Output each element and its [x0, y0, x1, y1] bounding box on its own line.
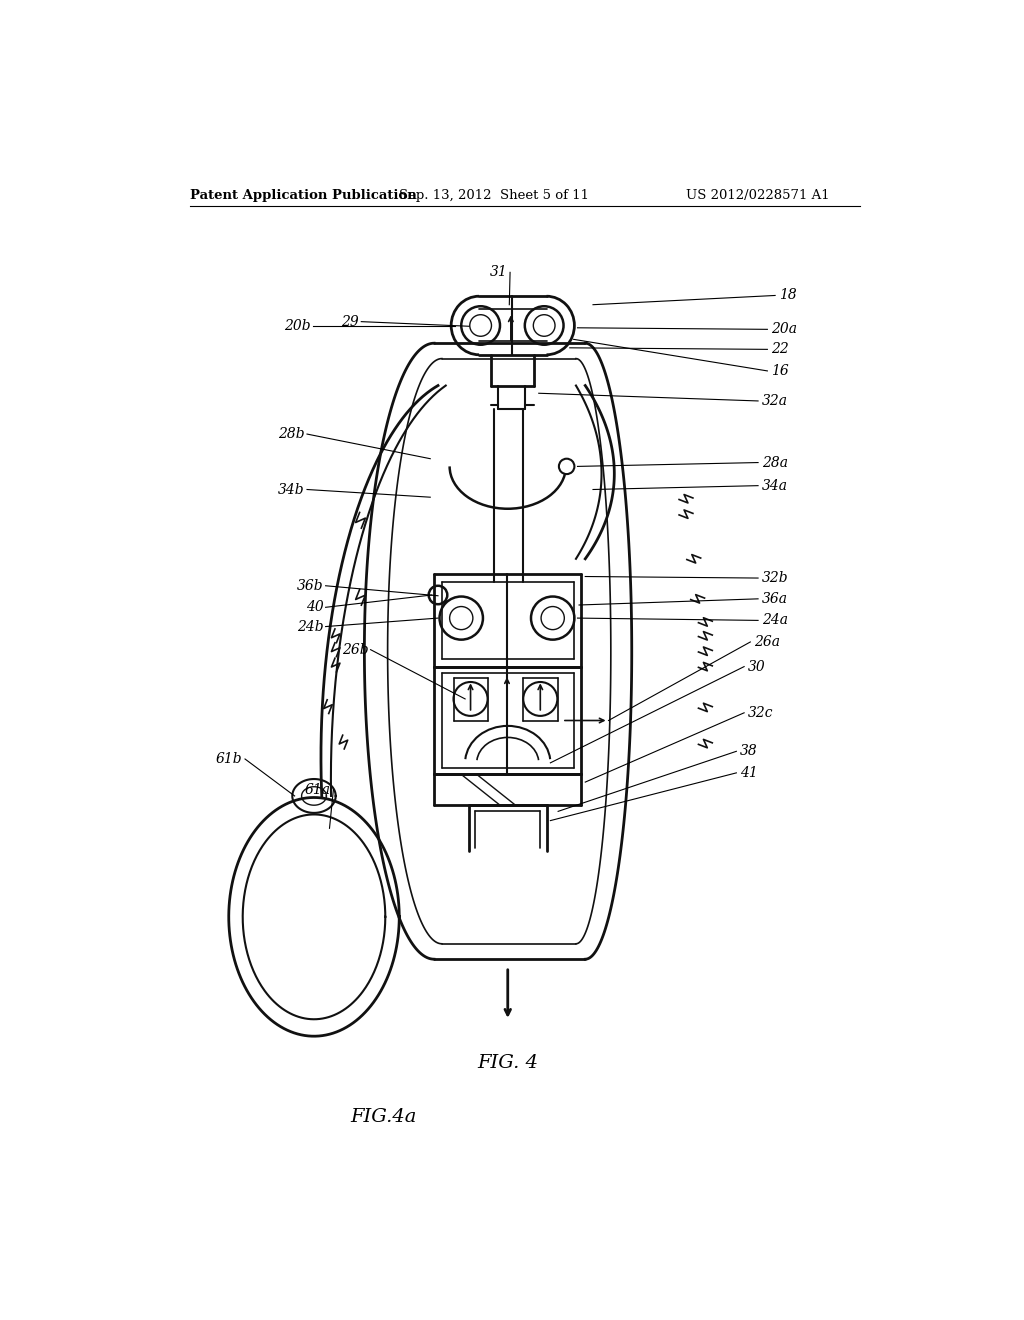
Text: 31: 31: [490, 265, 508, 280]
Text: 38: 38: [740, 744, 758, 758]
Text: 32c: 32c: [748, 706, 773, 719]
Text: 20b: 20b: [285, 319, 311, 333]
Text: 29: 29: [341, 314, 359, 329]
Text: 61b: 61b: [216, 752, 243, 766]
Text: 34b: 34b: [279, 483, 305, 496]
Text: 26a: 26a: [755, 635, 780, 649]
Text: 34a: 34a: [762, 479, 787, 492]
Text: US 2012/0228571 A1: US 2012/0228571 A1: [686, 189, 829, 202]
Text: 24b: 24b: [297, 619, 324, 634]
Text: 22: 22: [771, 342, 790, 356]
Text: 30: 30: [748, 660, 766, 673]
Text: 40: 40: [305, 601, 324, 614]
Text: 41: 41: [740, 766, 758, 780]
Text: Sep. 13, 2012  Sheet 5 of 11: Sep. 13, 2012 Sheet 5 of 11: [399, 189, 589, 202]
Text: 20a: 20a: [771, 322, 798, 337]
Text: 18: 18: [779, 289, 797, 302]
Text: 61a: 61a: [305, 783, 331, 797]
Text: 24a: 24a: [762, 614, 787, 627]
Circle shape: [429, 586, 447, 605]
Text: FIG. 4: FIG. 4: [477, 1055, 539, 1072]
Text: 16: 16: [771, 364, 790, 378]
Text: 36a: 36a: [762, 591, 787, 606]
Text: FIG.4a: FIG.4a: [350, 1107, 417, 1126]
Text: 26b: 26b: [342, 643, 369, 656]
Text: 32b: 32b: [762, 572, 788, 585]
Text: 36b: 36b: [297, 578, 324, 593]
Circle shape: [559, 459, 574, 474]
Text: 28b: 28b: [279, 428, 305, 441]
Text: 28a: 28a: [762, 455, 787, 470]
Text: 32a: 32a: [762, 393, 787, 408]
Text: Patent Application Publication: Patent Application Publication: [190, 189, 417, 202]
